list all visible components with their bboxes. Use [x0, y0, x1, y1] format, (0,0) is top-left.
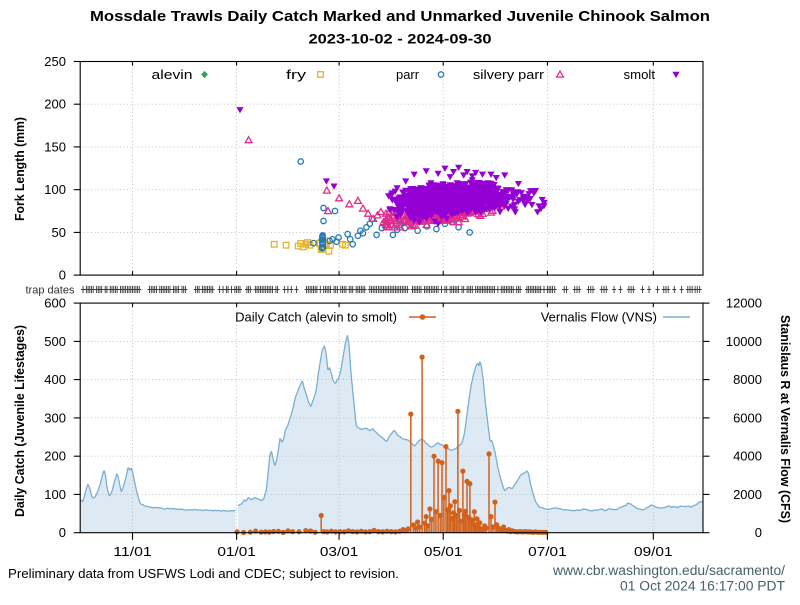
- svg-text:alevin: alevin: [152, 67, 193, 82]
- svg-text:2023-10-02 - 2024-09-30: 2023-10-02 - 2024-09-30: [309, 31, 492, 47]
- svg-text:03/01: 03/01: [320, 544, 359, 559]
- svg-text:4000: 4000: [733, 449, 762, 464]
- svg-text:50: 50: [52, 225, 66, 240]
- svg-text:silvery parr: silvery parr: [473, 67, 545, 82]
- svg-text:fry: fry: [286, 67, 307, 82]
- svg-text:05/01: 05/01: [424, 544, 463, 559]
- svg-text:Preliminary data from USFWS Lo: Preliminary data from USFWS Lodi and CDE…: [8, 566, 399, 581]
- svg-text:Stanislaus R at Vernalis Flow: Stanislaus R at Vernalis Flow (CFS): [778, 315, 793, 523]
- svg-text:Vernalis Flow (VNS): Vernalis Flow (VNS): [541, 310, 657, 325]
- svg-text:6000: 6000: [733, 410, 762, 425]
- svg-text:200: 200: [44, 449, 66, 464]
- svg-text:0: 0: [755, 525, 762, 540]
- svg-text:12000: 12000: [726, 296, 762, 311]
- svg-text:01/01: 01/01: [217, 544, 256, 559]
- svg-text:07/01: 07/01: [528, 544, 567, 559]
- svg-text:parr: parr: [396, 67, 420, 82]
- svg-text:600: 600: [44, 296, 66, 311]
- svg-text:Fork Length (mm): Fork Length (mm): [12, 117, 27, 221]
- svg-text:250: 250: [44, 54, 66, 69]
- svg-text:Daily Catch (alevin to smolt): Daily Catch (alevin to smolt): [235, 310, 397, 325]
- svg-text:100: 100: [44, 487, 66, 502]
- svg-text:11/01: 11/01: [113, 544, 152, 559]
- svg-text:500: 500: [44, 334, 66, 349]
- svg-text:trap dates: trap dates: [26, 285, 75, 297]
- svg-text:300: 300: [44, 410, 66, 425]
- svg-text:2000: 2000: [733, 487, 762, 502]
- svg-text:150: 150: [44, 139, 66, 154]
- svg-text:01 Oct 2024 16:17:00 PDT: 01 Oct 2024 16:17:00 PDT: [620, 579, 785, 594]
- svg-text:200: 200: [44, 97, 66, 112]
- svg-text:10000: 10000: [726, 334, 762, 349]
- svg-text:Mossdale Trawls Daily Catch Ma: Mossdale Trawls Daily Catch Marked and U…: [90, 8, 710, 25]
- svg-text:smolt: smolt: [624, 67, 656, 82]
- svg-text:Daily Catch (Juvenile Lifestag: Daily Catch (Juvenile Lifestages): [12, 325, 27, 517]
- svg-text:0: 0: [59, 268, 66, 283]
- svg-text:www.cbr.washington.edu/sacrame: www.cbr.washington.edu/sacramento/: [552, 563, 785, 578]
- svg-text:09/01: 09/01: [634, 544, 673, 559]
- svg-text:100: 100: [44, 182, 66, 197]
- svg-text:8000: 8000: [733, 372, 762, 387]
- svg-text:400: 400: [44, 372, 66, 387]
- svg-text:0: 0: [59, 525, 66, 540]
